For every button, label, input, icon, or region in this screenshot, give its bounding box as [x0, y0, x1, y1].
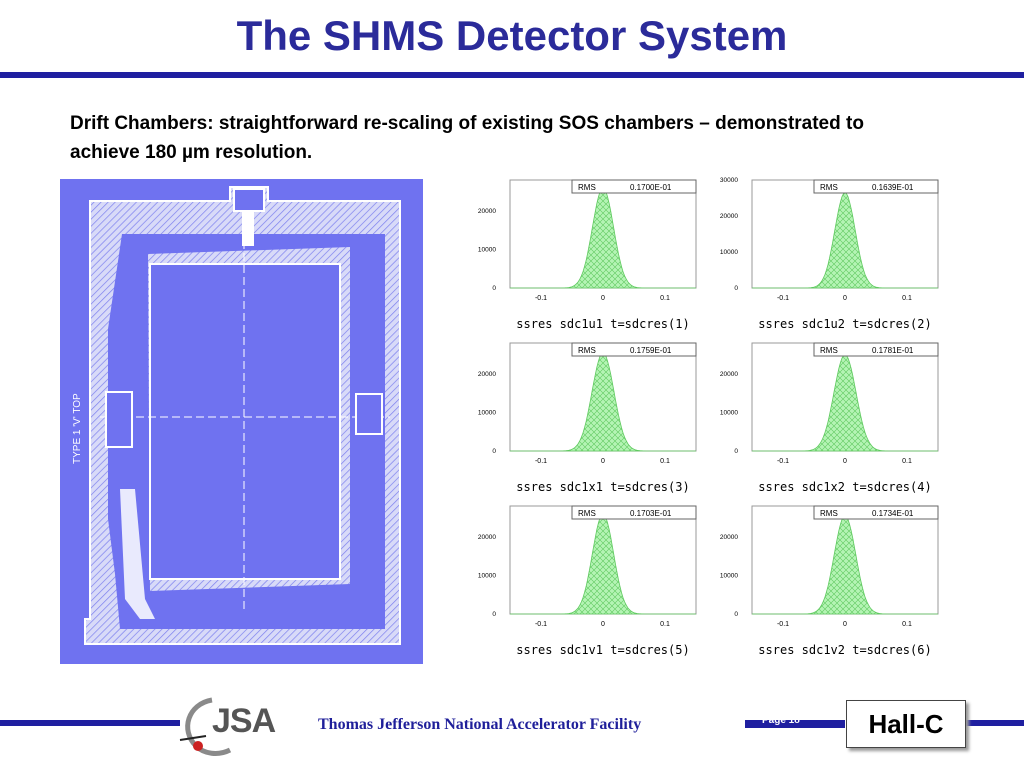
y-tick-label: 20000	[478, 371, 496, 378]
jsa-logo-line	[179, 735, 207, 741]
stat-box	[813, 342, 939, 357]
stat-label: RMS	[578, 346, 596, 355]
y-tick-label: 0	[734, 285, 738, 292]
x-tick-label: 0	[843, 621, 847, 628]
slide-title: The SHMS Detector System	[236, 12, 788, 59]
x-tick-label: 0	[601, 458, 605, 465]
x-tick-label: 0	[601, 295, 605, 302]
jsa-logo-dot	[193, 741, 203, 751]
stat-value: 0.1781E-01	[872, 346, 914, 355]
drawing-label: TYPE 1 'V' TOP	[72, 393, 83, 464]
histogram-title: ssres sdc1x2 t=sdcres(4)	[758, 480, 931, 494]
page-number: Page 18	[762, 715, 800, 726]
y-tick-label: 0	[492, 448, 496, 455]
y-tick-label: 20000	[720, 371, 738, 378]
y-tick-label: 20000	[478, 208, 496, 215]
stat-value: 0.1639E-01	[872, 183, 914, 192]
y-tick-label: 10000	[720, 409, 738, 416]
drift-chamber-drawing: TYPE 1 'V' TOP	[60, 179, 423, 664]
footer-facility-name: Thomas Jefferson National Accelerator Fa…	[318, 716, 642, 733]
stat-value: 0.1734E-01	[872, 509, 914, 518]
y-tick-label: 10000	[478, 572, 496, 579]
y-tick-label: 0	[734, 611, 738, 618]
x-tick-label: -0.1	[777, 621, 789, 628]
jsa-logo	[179, 697, 232, 756]
histogram-3: RMS 0.1759E-01 -0.1 0 0.1 0 10000 20000 ssres sd…	[478, 342, 697, 494]
stat-value: 0.1700E-01	[630, 183, 672, 192]
histogram-1: RMS 0.1700E-01 -0.1 0 0.1 0 10000 20000 ssres sd…	[478, 179, 697, 331]
top-connector-stem	[242, 211, 254, 246]
x-tick-label: -0.1	[535, 621, 547, 628]
y-tick-label: 20000	[720, 213, 738, 220]
stat-box	[571, 342, 697, 357]
x-tick-label: 0.1	[660, 621, 670, 628]
x-tick-label: 0.1	[902, 621, 912, 628]
histogram-title: ssres sdc1v1 t=sdcres(5)	[516, 643, 689, 657]
x-tick-label: -0.1	[535, 458, 547, 465]
chamber-body	[149, 263, 341, 580]
jsa-logo-text: JSA	[212, 702, 276, 740]
stat-label: RMS	[820, 183, 838, 192]
histogram-4: RMS 0.1781E-01 -0.1 0 0.1 0 10000 20000 ssres sd…	[720, 342, 939, 494]
stat-label: RMS	[820, 509, 838, 518]
x-tick-label: 0.1	[660, 295, 670, 302]
right-tab	[355, 393, 383, 435]
drift-chamber-drawing-svg: TYPE 1 'V' TOP	[72, 186, 401, 645]
hall-c-badge: Hall-C	[846, 700, 966, 748]
title-divider	[0, 72, 1024, 78]
stat-label: RMS	[578, 509, 596, 518]
stat-box	[571, 179, 697, 194]
y-tick-label: 20000	[478, 534, 496, 541]
x-tick-label: 0	[601, 621, 605, 628]
stat-box	[813, 179, 939, 194]
x-tick-label: 0	[843, 458, 847, 465]
footer-rule-end	[965, 720, 1024, 726]
x-tick-label: 0.1	[660, 458, 670, 465]
y-tick-label: 0	[492, 285, 496, 292]
histogram-title: ssres sdc1x1 t=sdcres(3)	[516, 480, 689, 494]
x-tick-label: 0.1	[902, 295, 912, 302]
histogram-distribution	[510, 513, 696, 615]
slide-subtitle: Drift Chambers: straightforward re-scali…	[70, 113, 864, 163]
histogram-distribution	[752, 192, 938, 289]
stat-box	[813, 505, 939, 520]
histogram-6: RMS 0.1734E-01 -0.1 0 0.1 0 10000 20000 ssres sd…	[720, 505, 939, 657]
stat-value: 0.1759E-01	[630, 346, 672, 355]
histogram-distribution	[510, 352, 696, 452]
y-tick-label: 20000	[720, 534, 738, 541]
y-tick-label: 10000	[478, 409, 496, 416]
x-tick-label: -0.1	[777, 295, 789, 302]
histogram-distribution	[752, 515, 938, 615]
histogram-2: RMS 0.1639E-01 -0.1 0 0.1 0 10000 20000 30000 ssr…	[720, 177, 939, 331]
y-tick-label: 0	[492, 611, 496, 618]
stat-box	[571, 505, 697, 520]
histogram-5: RMS 0.1703E-01 -0.1 0 0.1 0 10000 20000 ssres sd…	[478, 505, 697, 657]
x-tick-label: 0	[843, 295, 847, 302]
y-tick-label: 0	[734, 448, 738, 455]
y-tick-label: 10000	[478, 246, 496, 253]
y-tick-label: 10000	[720, 249, 738, 256]
x-tick-label: -0.1	[535, 295, 547, 302]
x-tick-label: 0.1	[902, 458, 912, 465]
y-tick-label: 30000	[720, 177, 738, 184]
stat-value: 0.1703E-01	[630, 509, 672, 518]
x-tick-label: -0.1	[777, 458, 789, 465]
stat-label: RMS	[820, 346, 838, 355]
footer-rule-left	[0, 720, 180, 726]
stat-label: RMS	[578, 183, 596, 192]
histogram-distribution	[752, 354, 938, 452]
lower-leg	[120, 489, 155, 619]
footer-rule-right	[745, 720, 845, 728]
histogram-title: ssres sdc1v2 t=sdcres(6)	[758, 643, 931, 657]
y-tick-label: 10000	[720, 572, 738, 579]
histogram-title: ssres sdc1u2 t=sdcres(2)	[758, 317, 931, 331]
histogram-title: ssres sdc1u1 t=sdcres(1)	[516, 317, 689, 331]
left-tab	[105, 391, 133, 448]
histogram-distribution	[510, 187, 696, 289]
